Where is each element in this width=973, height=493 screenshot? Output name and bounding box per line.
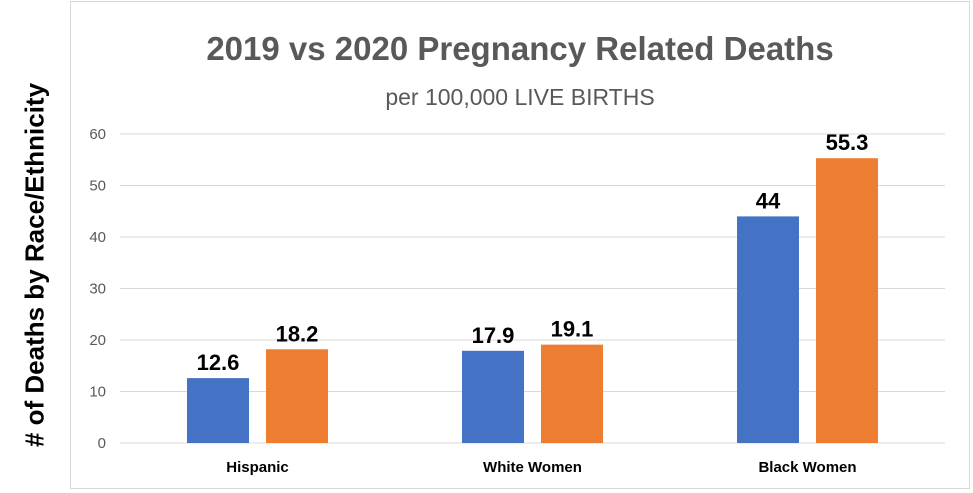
- y-tick-label: 20: [89, 332, 106, 349]
- bar-2020-black-women: [816, 158, 878, 443]
- x-category-label: Hispanic: [226, 459, 289, 476]
- y-tick-label: 50: [89, 178, 106, 195]
- y-tick-label: 40: [89, 229, 106, 246]
- data-label: 44: [756, 188, 781, 213]
- y-tick-label: 10: [89, 384, 106, 401]
- bar-2019-black-women: [737, 216, 799, 443]
- bar-2020-white-women: [541, 344, 603, 443]
- y-tick-label: 0: [98, 435, 106, 452]
- data-label: 55.3: [826, 130, 869, 155]
- chart-subtitle: per 100,000 LIVE BIRTHS: [385, 84, 655, 110]
- bar-2019-white-women: [462, 350, 524, 443]
- chart-title: 2019 vs 2020 Pregnancy Related Deaths: [206, 30, 834, 67]
- chart-frame: [70, 1, 970, 489]
- data-label: 12.6: [197, 350, 240, 375]
- bar-2019-hispanic: [187, 378, 249, 443]
- x-category-label: White Women: [483, 459, 582, 476]
- bar-2020-hispanic: [266, 349, 328, 443]
- y-tick-label: 30: [89, 281, 106, 298]
- data-label: 18.2: [276, 321, 319, 346]
- y-tick-label: 60: [89, 126, 106, 143]
- x-category-label: Black Women: [758, 459, 856, 476]
- data-label: 19.1: [551, 317, 594, 342]
- data-label: 17.9: [472, 323, 515, 348]
